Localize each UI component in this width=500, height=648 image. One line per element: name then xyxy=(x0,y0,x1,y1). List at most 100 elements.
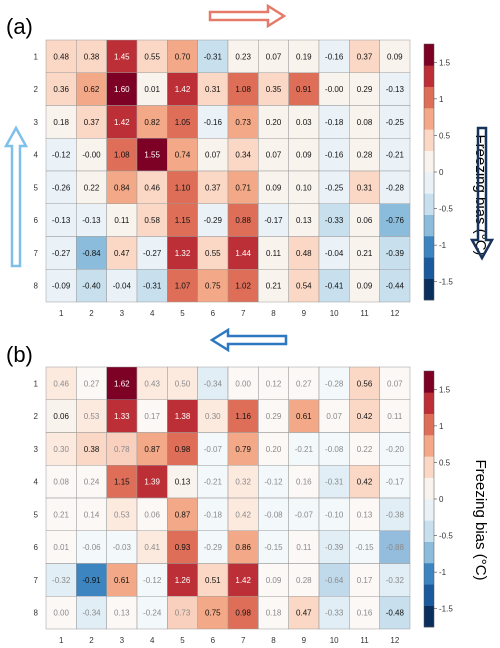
x-tick-label: 1 xyxy=(59,309,64,318)
cell-label: -0.26 xyxy=(52,183,71,192)
cell-label: 0.13 xyxy=(175,478,191,487)
heatmap-cell xyxy=(45,170,77,204)
cell-label: -0.76 xyxy=(386,216,405,225)
heatmap-cell xyxy=(379,366,411,400)
x-tick-label: 7 xyxy=(241,636,246,645)
heatmap-cell xyxy=(288,366,320,400)
heatmap-cell xyxy=(45,269,77,303)
x-tick-label: 7 xyxy=(241,309,246,318)
cell-label: -0.21 xyxy=(295,445,314,454)
heatmap-cell xyxy=(197,399,229,433)
heatmap-cell xyxy=(227,236,259,270)
cell-label: -0.28 xyxy=(386,183,405,192)
cell-label: 0.48 xyxy=(53,52,69,61)
cell-label: -0.31 xyxy=(143,282,162,291)
heatmap-cell xyxy=(318,269,350,303)
cell-label: -0.91 xyxy=(82,576,101,585)
heatmap-cell xyxy=(379,105,411,139)
heatmap-cell xyxy=(379,138,411,172)
heatmap-cell xyxy=(136,105,168,139)
cell-label: -0.84 xyxy=(82,249,101,258)
cell-label: 0.74 xyxy=(175,151,191,160)
x-tick-label: 4 xyxy=(150,309,155,318)
heatmap-cell xyxy=(167,269,198,303)
cell-label: -0.48 xyxy=(386,609,405,618)
heatmap-cell xyxy=(288,596,320,630)
colorbar-segment xyxy=(424,584,434,606)
cell-label: 0.21 xyxy=(357,249,373,258)
y-tick-label: 3 xyxy=(34,118,39,127)
cell-label: 0.09 xyxy=(266,576,282,585)
cell-label: 0.31 xyxy=(205,85,221,94)
cell-label: 0.16 xyxy=(296,478,312,487)
cell-label: -0.03 xyxy=(113,543,132,552)
heatmap-cell xyxy=(318,236,350,270)
cell-label: 1.39 xyxy=(144,478,160,487)
cell-label: 0.09 xyxy=(357,282,373,291)
colorbar-segment xyxy=(424,86,434,109)
heatmap-cell xyxy=(318,203,350,237)
cell-label: 0.51 xyxy=(205,576,221,585)
cell-label: -0.06 xyxy=(82,543,101,552)
cell-label: 0.78 xyxy=(114,445,130,454)
heatmap-cell xyxy=(45,432,77,466)
colorbar-segment xyxy=(424,193,434,215)
heatmap-cell xyxy=(136,72,168,106)
y-tick-label: 7 xyxy=(34,249,39,258)
heatmap-cell xyxy=(45,39,77,73)
cell-label: 0.62 xyxy=(84,85,100,94)
heatmap-cell xyxy=(379,72,411,106)
heatmap-cell xyxy=(106,105,138,139)
heatmap-cell xyxy=(227,269,259,303)
heatmap-cell xyxy=(258,530,289,564)
x-ticks-a: 1 2 3 4 5 6 7 8 9 10 11 12 xyxy=(59,309,400,318)
cell-label: -0.18 xyxy=(325,118,344,127)
cell-label: -0.21 xyxy=(204,478,223,487)
cell-label: 0.42 xyxy=(357,478,373,487)
cell-label: 0.01 xyxy=(53,543,69,552)
heatmap-cell xyxy=(106,563,138,597)
heatmap-cell xyxy=(379,563,411,597)
cell-label: -0.08 xyxy=(325,445,344,454)
arrow-right-icon xyxy=(208,3,287,29)
heatmap-cell xyxy=(258,72,289,106)
cell-label: 0.46 xyxy=(53,379,69,388)
heatmap-cell xyxy=(349,72,380,106)
colorbar-a: 1.5 1 0.5 0 -0.5 -1 -1.5 xyxy=(423,43,453,301)
cell-label: -0.13 xyxy=(82,216,101,225)
cell-label: 0.07 xyxy=(326,412,342,421)
cell-label: 0.37 xyxy=(84,118,100,127)
panel-label-b: (b) xyxy=(6,342,33,367)
heatmap-cell xyxy=(227,72,259,106)
x-tick-label: 11 xyxy=(360,636,369,645)
cell-label: 0.21 xyxy=(53,510,69,519)
colorbar-segment xyxy=(424,129,434,151)
cell-label: 0.41 xyxy=(144,543,160,552)
colorbar-tick-label: 1.5 xyxy=(439,58,451,67)
cell-label: -0.25 xyxy=(386,118,405,127)
cell-label: 0.23 xyxy=(235,52,251,61)
cell-label: -0.15 xyxy=(264,543,283,552)
heatmap-cell xyxy=(379,497,411,531)
cell-label: -0.15 xyxy=(355,543,374,552)
colorbar-segment xyxy=(424,563,434,585)
heatmap-cell xyxy=(45,138,77,172)
cell-label: 0.13 xyxy=(357,510,373,519)
cell-label: -0.21 xyxy=(386,151,405,160)
heatmap-cell xyxy=(379,269,411,303)
cell-label: -0.07 xyxy=(295,510,314,519)
cell-label: 0.46 xyxy=(144,183,160,192)
cell-label: 0.07 xyxy=(266,151,282,160)
x-ticks-b: 1 2 3 4 5 6 7 8 9 10 11 12 xyxy=(59,636,400,645)
heatmap-cell xyxy=(76,366,107,400)
cell-label: 0.09 xyxy=(296,151,312,160)
heatmap-cell xyxy=(167,530,198,564)
heatmap-cell xyxy=(106,530,138,564)
heatmap-cell xyxy=(45,236,77,270)
colorbar-tick-label: 0 xyxy=(439,168,444,177)
colorbar-segment xyxy=(424,214,434,237)
heatmap-cell xyxy=(45,105,77,139)
cell-label: -0.17 xyxy=(264,216,283,225)
cell-label: 1.42 xyxy=(235,576,251,585)
heatmap-cell xyxy=(76,269,107,303)
